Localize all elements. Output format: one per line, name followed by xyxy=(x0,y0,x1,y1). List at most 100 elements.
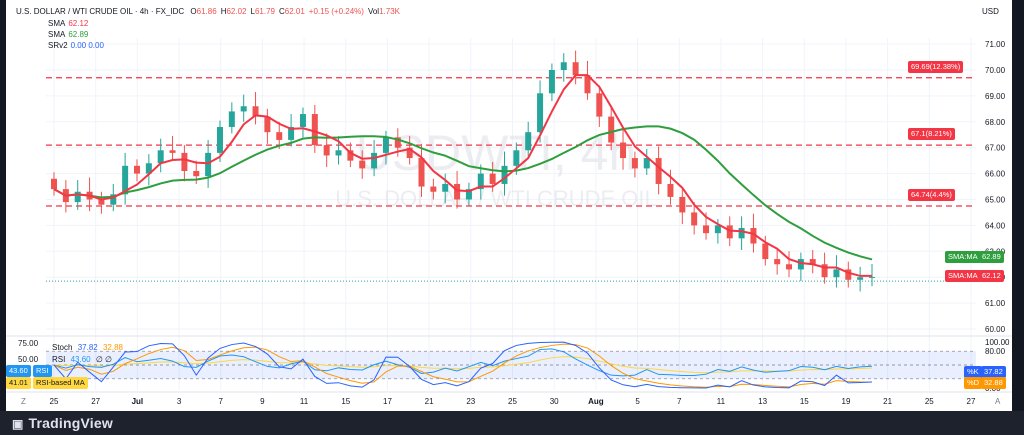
candle-body xyxy=(240,106,247,112)
candle-body xyxy=(513,150,520,166)
time-axis-label: 19 xyxy=(842,397,851,406)
stoch-d-value-tag: 32.88 xyxy=(981,377,1006,389)
time-axis-label: 13 xyxy=(758,397,767,406)
time-axis-label: 23 xyxy=(466,397,475,406)
candle-body xyxy=(228,111,235,127)
ohlc-item: O61.86 xyxy=(190,7,217,16)
stoch-k-value-tag: 37.82 xyxy=(981,366,1006,378)
osc-axis-label: 100.00 xyxy=(985,338,1010,347)
stoch-d-line xyxy=(53,343,873,388)
symbol-title: U.S. DOLLAR / WTI CRUDE OIL · 4h · FX_ID… xyxy=(16,7,185,16)
watermark-name: U.S. DOLLAR / WTI CRUDE OIL xyxy=(335,186,657,211)
candle-body xyxy=(288,126,295,140)
candle-body xyxy=(584,75,591,94)
candle-body xyxy=(726,225,733,239)
candle-body xyxy=(382,137,389,153)
candle-body xyxy=(311,114,318,146)
time-axis-label: 25 xyxy=(925,397,934,406)
time-axis-label: 25 xyxy=(508,397,517,406)
candle-body xyxy=(181,152,188,172)
stoch-legend[interactable]: Stoch 37.82 32.88 xyxy=(52,343,123,353)
srv2-legend[interactable]: SRv2 0.00 0.00 xyxy=(48,41,104,51)
price-axis-label: 64.00 xyxy=(985,221,1006,230)
candle-body xyxy=(596,93,603,117)
time-axis-label: 15 xyxy=(800,397,809,406)
footer-bar xyxy=(0,411,1024,435)
watermark-ticker: USDWTI, 4h xyxy=(356,125,637,181)
sma-slow-value: 62.89 xyxy=(68,30,89,39)
time-axis-label: 11 xyxy=(300,397,309,406)
candle-body xyxy=(631,158,638,169)
brand-name: TradingView xyxy=(28,415,113,431)
candle-body xyxy=(786,264,793,270)
candle-body xyxy=(418,158,425,187)
level-label: 64.74(4.4%) xyxy=(908,188,955,201)
candle-body xyxy=(537,93,544,133)
time-axis-label: 7 xyxy=(219,397,224,406)
rsi-value: 43.60 xyxy=(70,355,91,364)
candle-body xyxy=(774,259,781,265)
candle-body xyxy=(643,158,650,169)
candle-body xyxy=(691,212,698,226)
ohlc-item: H62.02 xyxy=(220,7,247,16)
ohlc-item: C62.01 xyxy=(278,7,305,16)
price-axis-label: 60.00 xyxy=(985,325,1006,334)
candle-body xyxy=(193,171,200,177)
price-axis-label: 61.00 xyxy=(985,299,1006,308)
candle-body xyxy=(430,186,437,192)
candle-body xyxy=(679,196,686,213)
candle-body xyxy=(442,183,449,192)
chart-canvas[interactable]: USDWTI, 4h U.S. DOLLAR / WTI CRUDE OIL 7… xyxy=(6,0,1012,411)
stoch-k-label-tag: %K xyxy=(964,366,982,378)
level-label: 67.1(8.21%) xyxy=(908,128,955,141)
candle-body xyxy=(560,62,567,70)
candle-body xyxy=(620,142,627,159)
sma-fast-price-value: 62.12 xyxy=(979,270,1004,282)
srv2-name: SRv2 xyxy=(48,41,68,50)
sma-fast-price-tag: SMA:MA xyxy=(945,270,981,282)
time-axis-label: 11 xyxy=(717,397,726,406)
rsi-extra: ∅ ∅ xyxy=(95,355,113,364)
candle-body xyxy=(371,152,378,169)
candle-body xyxy=(299,114,306,127)
candle-body xyxy=(169,150,176,153)
candle-body xyxy=(51,178,57,190)
candle-body xyxy=(74,191,81,203)
level-label: 69.69(12.38%) xyxy=(908,60,964,73)
candle-body xyxy=(857,277,864,280)
candle-body xyxy=(501,165,508,184)
sma-slow-line xyxy=(53,125,873,261)
price-axis-label: 69.00 xyxy=(985,92,1006,101)
rsima-left-label: RSI-based MA xyxy=(33,377,88,389)
rsi-name: RSI xyxy=(52,355,66,364)
rsi-legend[interactable]: RSI 43.60 ∅ ∅ xyxy=(52,355,112,365)
candle-body xyxy=(762,243,769,260)
candle-body xyxy=(465,189,472,200)
price-axis-label: 66.00 xyxy=(985,170,1006,179)
price-axis-label: 71.00 xyxy=(985,40,1006,49)
candle-body xyxy=(667,183,674,197)
tradingview-logo[interactable]: ▣ TradingView xyxy=(12,415,113,431)
candle-body xyxy=(264,116,271,133)
srv2-value: 0.00 0.00 xyxy=(70,41,104,50)
candle-body xyxy=(608,116,615,143)
candle-body xyxy=(454,183,461,200)
candle-body xyxy=(750,227,757,244)
sma-slow-price-value: 62.89 xyxy=(979,251,1004,263)
time-axis-label: 30 xyxy=(550,397,559,406)
sma-slow-legend[interactable]: SMA 62.89 xyxy=(48,30,88,40)
candle-body xyxy=(205,152,212,177)
sma-fast-legend[interactable]: SMA 62.12 xyxy=(48,19,88,29)
time-axis-label: 15 xyxy=(341,397,350,406)
candle-body xyxy=(394,137,401,148)
sma-fast-value: 62.12 xyxy=(68,19,89,28)
candle-body xyxy=(252,106,259,117)
time-axis-label: 21 xyxy=(425,397,434,406)
osc-left-axis-label: 75.00 xyxy=(18,339,39,348)
time-axis-label: 27 xyxy=(91,397,100,406)
sma-fast-name: SMA xyxy=(48,19,66,28)
osc-axis-label: 80.00 xyxy=(985,347,1006,356)
chart-panel[interactable]: USDWTI, 4h U.S. DOLLAR / WTI CRUDE OIL 7… xyxy=(6,0,1012,411)
time-axis-label: 3 xyxy=(177,397,182,406)
timezone-icon: Z xyxy=(21,397,26,406)
